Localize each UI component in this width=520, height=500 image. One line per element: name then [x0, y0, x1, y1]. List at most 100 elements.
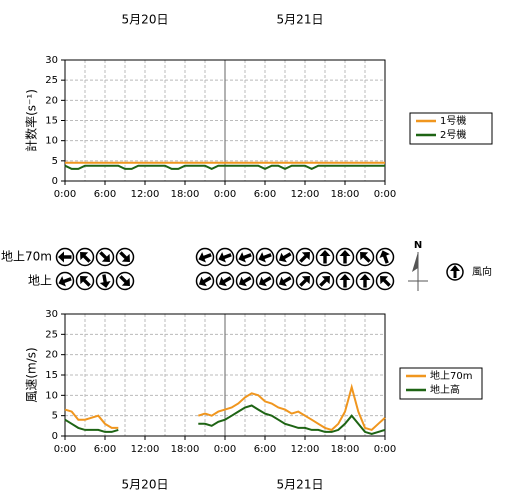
- wind-icon: [215, 271, 235, 291]
- wind-icon: [55, 271, 75, 291]
- wind-icon: [115, 271, 135, 291]
- series-line: [64, 164, 385, 171]
- x-tick-label: 12:00: [131, 189, 160, 200]
- wind-arrow: [58, 251, 72, 263]
- x-tick-label: 0:00: [374, 444, 396, 455]
- y-tick-label: 20: [45, 95, 58, 106]
- compass: N: [408, 240, 428, 291]
- x-tick-label: 0:00: [54, 444, 76, 455]
- wind-icon: [75, 247, 95, 267]
- legend-label: 地上70m: [430, 369, 472, 382]
- wind-arrow: [58, 276, 72, 287]
- y-tick-label: 25: [45, 75, 58, 86]
- wind-icon: [315, 271, 335, 291]
- compass-arrow: [412, 252, 418, 272]
- wind-icon: [295, 271, 315, 291]
- wind-icon: [115, 247, 135, 267]
- x-tick-label: 0:00: [54, 189, 76, 200]
- wind-legend: 風向: [446, 263, 492, 281]
- x-tick-label: 12:00: [291, 444, 320, 455]
- wind-legend-arrow: [450, 265, 460, 278]
- y-tick-label: 0: [52, 431, 58, 442]
- y-tick-label: 5: [52, 156, 58, 167]
- x-tick-label: 0:00: [214, 444, 236, 455]
- wind-icon: [195, 247, 215, 267]
- legend-label: 地上高: [430, 383, 460, 396]
- wind-icon: [375, 271, 395, 291]
- x-tick-label: 18:00: [171, 189, 200, 200]
- y-tick-label: 30: [45, 55, 58, 66]
- wind-arrow: [379, 250, 390, 264]
- wind-arrow: [359, 274, 371, 288]
- wind-icon: [55, 247, 75, 267]
- wind-arrow: [319, 250, 331, 264]
- wind-arrow: [119, 275, 130, 286]
- wind-arrow: [119, 251, 130, 262]
- wind-arrow: [339, 250, 351, 264]
- wind-icon: [275, 247, 295, 267]
- wind-arrow: [99, 251, 110, 262]
- wind-icon: [295, 247, 315, 267]
- date-label: 5月21日: [277, 13, 324, 27]
- y-tick-label: 10: [45, 136, 58, 147]
- date-label: 5月21日: [277, 478, 324, 492]
- legend-box: [399, 367, 483, 400]
- series-line: [64, 383, 386, 432]
- x-tick-label: 6:00: [94, 189, 116, 200]
- wind-arrow: [218, 276, 232, 287]
- x-tick-label: 6:00: [94, 444, 116, 455]
- x-tick-label: 12:00: [291, 189, 320, 200]
- north-label: N: [414, 240, 422, 251]
- wind-arrow: [278, 252, 292, 263]
- y-axis-label: 風速(m/s): [25, 347, 39, 402]
- wind-arrow: [360, 252, 371, 263]
- wind-arrow: [319, 276, 330, 287]
- date-label: 5月20日: [122, 13, 169, 27]
- y-tick-label: 0: [52, 176, 58, 187]
- wind-arrow: [80, 252, 91, 263]
- wind-arrow: [299, 276, 310, 287]
- wind-icon: [195, 271, 215, 291]
- wind-icon: [315, 247, 335, 267]
- wind-icon: [95, 247, 115, 267]
- wind-icon: [335, 271, 355, 291]
- wind-legend-label: 風向: [472, 265, 492, 278]
- date-label: 5月20日: [122, 478, 169, 492]
- wind-arrow: [198, 252, 212, 263]
- wind-icon: [335, 247, 355, 267]
- y-tick-label: 15: [45, 116, 58, 127]
- legend-label: 2号機: [440, 128, 466, 141]
- wind-arrow: [339, 274, 351, 288]
- x-tick-label: 6:00: [254, 444, 276, 455]
- wind-icon: [255, 271, 275, 291]
- x-tick-label: 18:00: [331, 189, 360, 200]
- x-tick-label: 0:00: [374, 189, 396, 200]
- wind-arrow: [258, 252, 272, 263]
- wind-arrow: [80, 276, 91, 287]
- wind-icon: [355, 247, 375, 267]
- y-tick-label: 15: [45, 370, 58, 381]
- wind-arrow: [238, 252, 252, 263]
- wind-icon: [95, 271, 115, 291]
- x-tick-label: 18:00: [331, 444, 360, 455]
- y-tick-label: 20: [45, 350, 58, 361]
- x-tick-label: 0:00: [214, 189, 236, 200]
- x-tick-label: 6:00: [254, 189, 276, 200]
- wind-icon: [255, 247, 275, 267]
- wind-icon: [215, 247, 235, 267]
- wind-arrow: [380, 276, 391, 287]
- legend-label: 1号機: [440, 114, 466, 127]
- x-tick-label: 18:00: [171, 444, 200, 455]
- wind-icon: [235, 271, 255, 291]
- wind-arrow: [218, 252, 232, 263]
- wind-icon: [75, 271, 95, 291]
- y-axis-label: 計数率(s⁻¹): [24, 89, 39, 152]
- wind-arrow: [238, 276, 252, 287]
- wind-arrow: [99, 274, 111, 288]
- wind-row-label: 地上: [28, 274, 52, 288]
- wind-arrow: [258, 276, 272, 287]
- wind-arrow: [198, 276, 212, 287]
- wind-row-label: 地上70m: [1, 250, 52, 264]
- wind-icon: [275, 271, 295, 291]
